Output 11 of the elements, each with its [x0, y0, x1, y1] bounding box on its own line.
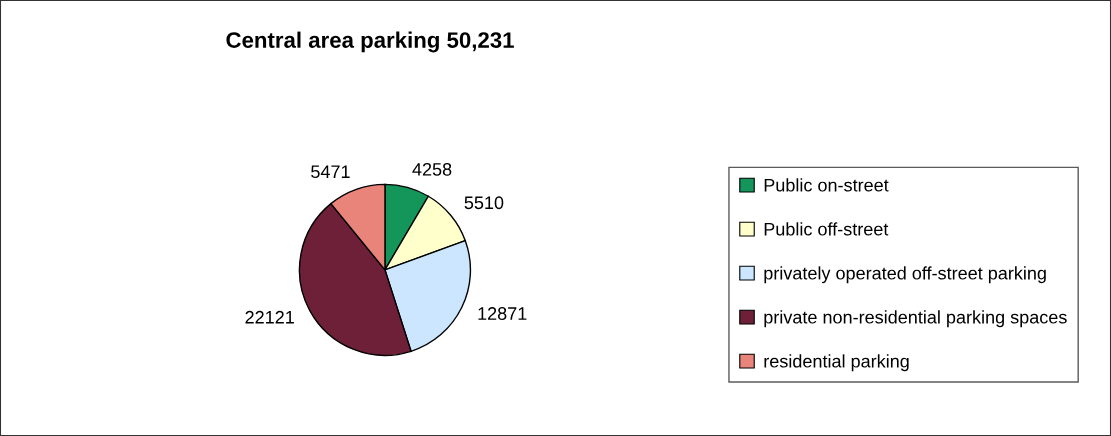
data-label: 12871: [478, 307, 527, 320]
legend-label: privately operated off-street parking: [764, 266, 1046, 284]
data-label: 22121: [245, 310, 294, 324]
legend-label: residential parking: [764, 354, 909, 372]
data-label: 5510: [464, 196, 504, 210]
chart-title: Central area parking 50,231: [226, 31, 514, 53]
legend-label: Public on-street: [764, 178, 889, 192]
legend-label: Public off-street: [764, 222, 889, 236]
legend-label: private non-residential parking spaces: [764, 310, 1067, 328]
data-label: 4258: [412, 162, 452, 176]
data-label: 5471: [311, 165, 350, 179]
